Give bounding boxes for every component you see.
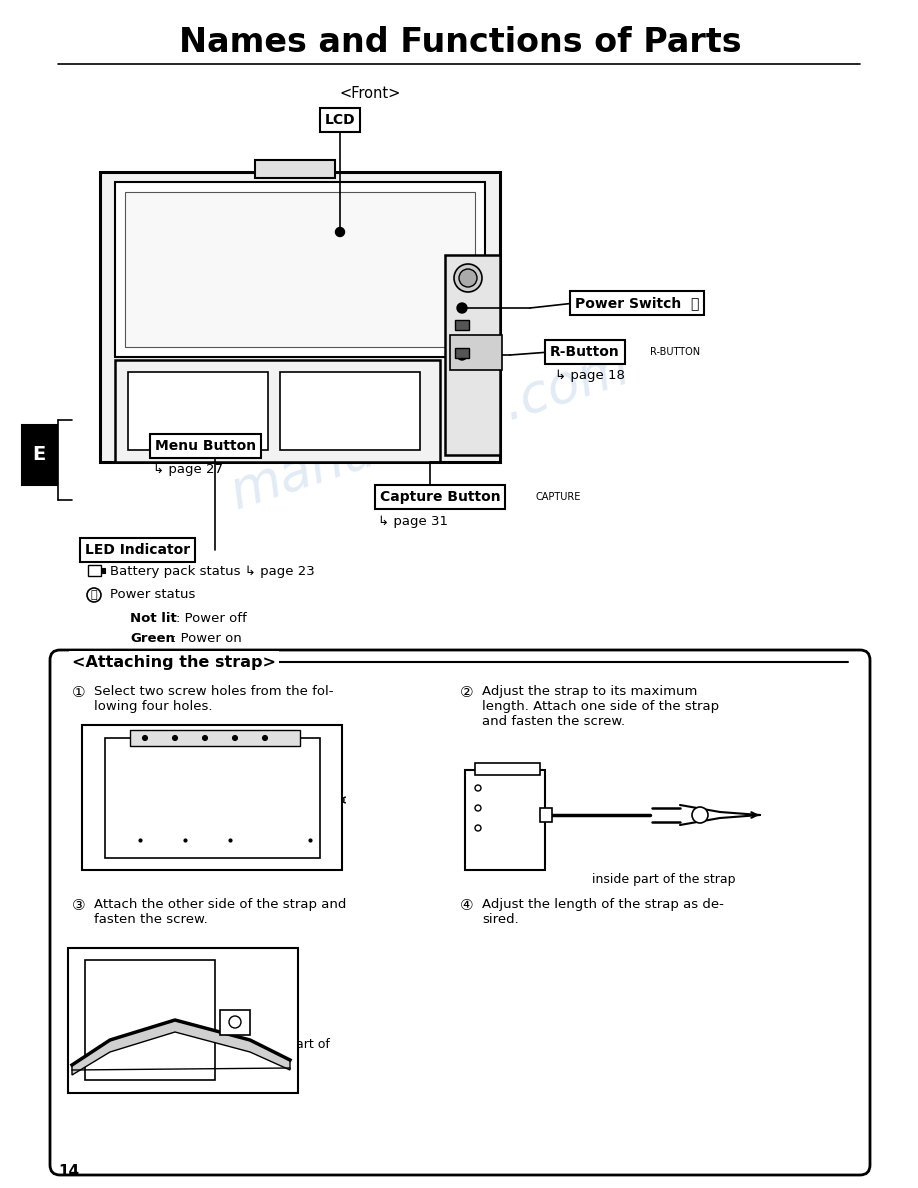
Bar: [445, 255, 500, 455]
Bar: [22, 425, 57, 485]
Text: ①: ①: [72, 685, 85, 700]
Bar: [540, 808, 552, 822]
Circle shape: [142, 735, 148, 740]
Text: Adjust the length of the strap as de-
sired.: Adjust the length of the strap as de- si…: [482, 898, 724, 925]
Text: ⓣ: ⓣ: [91, 590, 97, 600]
Text: : Power off: : Power off: [176, 612, 247, 625]
Text: R-BUTTON: R-BUTTON: [650, 347, 700, 358]
Text: <Attaching the strap>: <Attaching the strap>: [72, 655, 276, 670]
Bar: [128, 372, 268, 450]
Circle shape: [475, 785, 481, 791]
Bar: [255, 160, 335, 178]
Polygon shape: [72, 1020, 290, 1075]
Text: E: E: [32, 446, 46, 465]
FancyBboxPatch shape: [50, 650, 870, 1175]
Text: ↳ page 18: ↳ page 18: [555, 369, 625, 383]
Bar: [82, 725, 342, 870]
Bar: [68, 948, 298, 1093]
Text: manualslib.com: manualslib.com: [224, 341, 636, 519]
Bar: [100, 172, 500, 462]
Text: outside part of
the strap: outside part of the strap: [238, 1038, 330, 1066]
Text: Battery pack status ↳ page 23: Battery pack status ↳ page 23: [110, 564, 315, 577]
Bar: [88, 565, 101, 576]
Bar: [455, 348, 469, 358]
Text: Power status: Power status: [110, 588, 196, 601]
Text: Attach the other side of the strap and
fasten the screw.: Attach the other side of the strap and f…: [94, 898, 346, 925]
Text: <Front>: <Front>: [340, 87, 400, 101]
Text: Not lit: Not lit: [130, 612, 177, 625]
Circle shape: [173, 735, 177, 740]
Circle shape: [229, 1016, 241, 1028]
Bar: [280, 372, 420, 450]
Text: Green: Green: [130, 632, 174, 645]
Circle shape: [232, 735, 238, 740]
Text: ③: ③: [72, 898, 85, 914]
Text: Names and Functions of Parts: Names and Functions of Parts: [179, 25, 742, 58]
Circle shape: [87, 588, 101, 602]
Bar: [450, 335, 502, 369]
Bar: [125, 192, 475, 347]
Text: inside part of the strap: inside part of the strap: [592, 873, 735, 886]
Bar: [115, 360, 440, 462]
Bar: [115, 182, 485, 358]
Bar: [130, 729, 300, 746]
Circle shape: [692, 807, 708, 823]
Text: Select two screw holes from the fol-
lowing four holes.: Select two screw holes from the fol- low…: [94, 685, 333, 713]
Text: : Power on: : Power on: [172, 632, 241, 645]
Text: CAPTURE: CAPTURE: [535, 492, 580, 503]
Text: Power Switch  Ⓘ: Power Switch Ⓘ: [575, 296, 700, 310]
Text: Capture Button: Capture Button: [380, 489, 500, 504]
Text: LCD: LCD: [325, 113, 355, 127]
Text: ②: ②: [460, 685, 474, 700]
Circle shape: [454, 264, 482, 292]
Text: ↳ page 27: ↳ page 27: [153, 463, 223, 476]
Bar: [85, 960, 215, 1080]
Bar: [455, 320, 469, 330]
Text: manualslib.com: manualslib.com: [274, 801, 687, 979]
Bar: [465, 770, 545, 870]
Text: Menu Button: Menu Button: [155, 440, 256, 453]
Text: ↳ page 31: ↳ page 31: [378, 514, 448, 527]
Text: LED Indicator: LED Indicator: [85, 543, 190, 557]
Circle shape: [459, 268, 477, 287]
Circle shape: [457, 303, 467, 312]
Bar: [475, 763, 540, 775]
Circle shape: [475, 824, 481, 830]
Text: MENU: MENU: [298, 441, 329, 451]
Circle shape: [335, 227, 344, 236]
Text: ④: ④: [460, 898, 474, 914]
Text: R-Button: R-Button: [550, 345, 620, 359]
Bar: [102, 568, 105, 573]
Text: Adjust the strap to its maximum
length. Attach one side of the strap
and fasten : Adjust the strap to its maximum length. …: [482, 685, 719, 728]
Bar: [105, 738, 320, 858]
Circle shape: [263, 735, 267, 740]
Circle shape: [457, 350, 467, 360]
Bar: [220, 1010, 250, 1035]
Circle shape: [203, 735, 207, 740]
Circle shape: [475, 805, 481, 811]
Text: 14: 14: [58, 1164, 79, 1180]
